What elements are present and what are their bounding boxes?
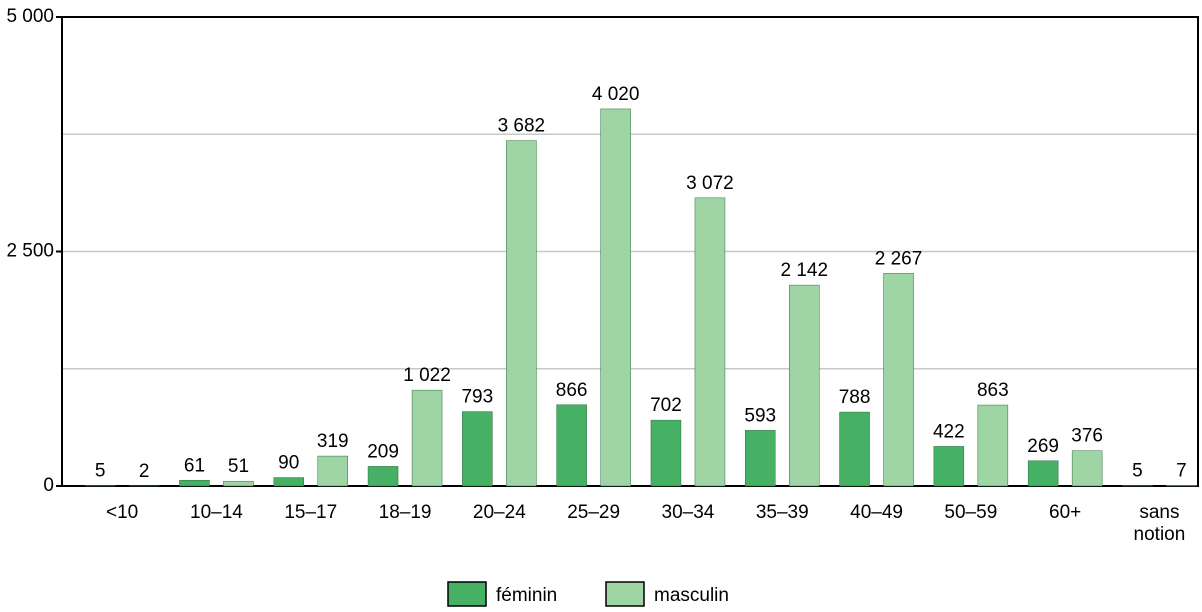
bar (745, 430, 776, 487)
x-tick-label: 50–59 (944, 502, 998, 523)
bar (1027, 460, 1059, 487)
bar (556, 404, 587, 487)
value-label: 269 (1027, 436, 1059, 457)
x-tick-label: 25–29 (567, 502, 621, 523)
value-label: 1 022 (403, 365, 451, 386)
bar (600, 108, 631, 487)
x-tick-label: 35–39 (755, 502, 809, 523)
bar (789, 284, 820, 487)
value-label: 2 (139, 461, 150, 482)
bar (650, 419, 682, 487)
x-tick-label-box: sans notion (1133, 502, 1186, 545)
bar (367, 466, 399, 487)
x-tick-label: 18–19 (378, 502, 432, 523)
x-tick-label-box: 15–17 (284, 502, 338, 523)
value-label: 319 (317, 431, 349, 452)
legend-swatch (605, 581, 645, 607)
y-tick-label: 5 000 (6, 6, 54, 27)
x-tick-label: 20–24 (472, 502, 526, 523)
x-tick-label: 40–49 (850, 502, 903, 523)
value-label: 7 (1176, 460, 1187, 481)
bar (506, 140, 537, 487)
x-tick-label: 60+ (1049, 502, 1082, 523)
value-label: 593 (744, 405, 776, 426)
x-tick-label-box: 18–19 (378, 502, 432, 523)
bar (223, 480, 254, 487)
value-label: 51 (228, 456, 249, 477)
value-label: 90 (278, 453, 299, 474)
value-label: 2 267 (875, 248, 923, 269)
value-label: 376 (1071, 426, 1103, 447)
x-tick-label-box: 20–24 (472, 502, 526, 523)
bar (1071, 450, 1103, 487)
legend-label: masculin (654, 585, 729, 606)
x-tick-label: 15–17 (284, 502, 338, 523)
value-label: 209 (367, 441, 399, 462)
x-tick-label-box: 30–34 (661, 502, 715, 523)
value-label: 3 072 (686, 173, 734, 194)
bar (1166, 485, 1197, 487)
bar (462, 411, 493, 487)
x-tick-label: 30–34 (661, 502, 715, 523)
bar (317, 455, 348, 487)
x-tick-label: 10–14 (190, 502, 243, 523)
legend-swatch (447, 581, 487, 607)
x-tick-label-box: 10–14 (190, 502, 243, 523)
legend-label: féminin (496, 585, 557, 606)
bar (411, 389, 443, 487)
bar (933, 446, 965, 487)
value-label: 61 (184, 455, 205, 476)
value-label: 5 (1132, 461, 1143, 482)
value-label: 2 142 (780, 260, 828, 281)
x-tick-label-box: 35–39 (755, 502, 809, 523)
y-tick-label: 2 500 (6, 241, 54, 262)
value-label: 793 (461, 387, 493, 408)
x-tick-label-box: 60+ (1049, 502, 1082, 523)
x-tick-label-box: 25–29 (567, 502, 621, 523)
value-label: 4 020 (592, 84, 640, 105)
x-tick-label-box: 50–59 (944, 502, 998, 523)
value-label: 5 (95, 461, 106, 482)
value-label: 866 (556, 380, 588, 401)
bar (273, 477, 304, 487)
bar (839, 411, 870, 487)
y-tick-label: 0 (43, 475, 54, 496)
x-tick-label-box: <10 (106, 502, 139, 523)
x-tick-label-box: 40–49 (850, 502, 903, 523)
value-label: 863 (977, 380, 1009, 401)
bar (977, 404, 1009, 487)
x-tick-label: sans notion (1133, 502, 1186, 545)
bar (179, 480, 210, 487)
x-tick-label: <10 (106, 502, 139, 523)
bar (883, 273, 914, 487)
value-label: 788 (839, 387, 871, 408)
value-label: 422 (933, 421, 965, 442)
value-label: 3 682 (498, 116, 546, 137)
bar (694, 197, 726, 487)
value-label: 702 (650, 395, 682, 416)
